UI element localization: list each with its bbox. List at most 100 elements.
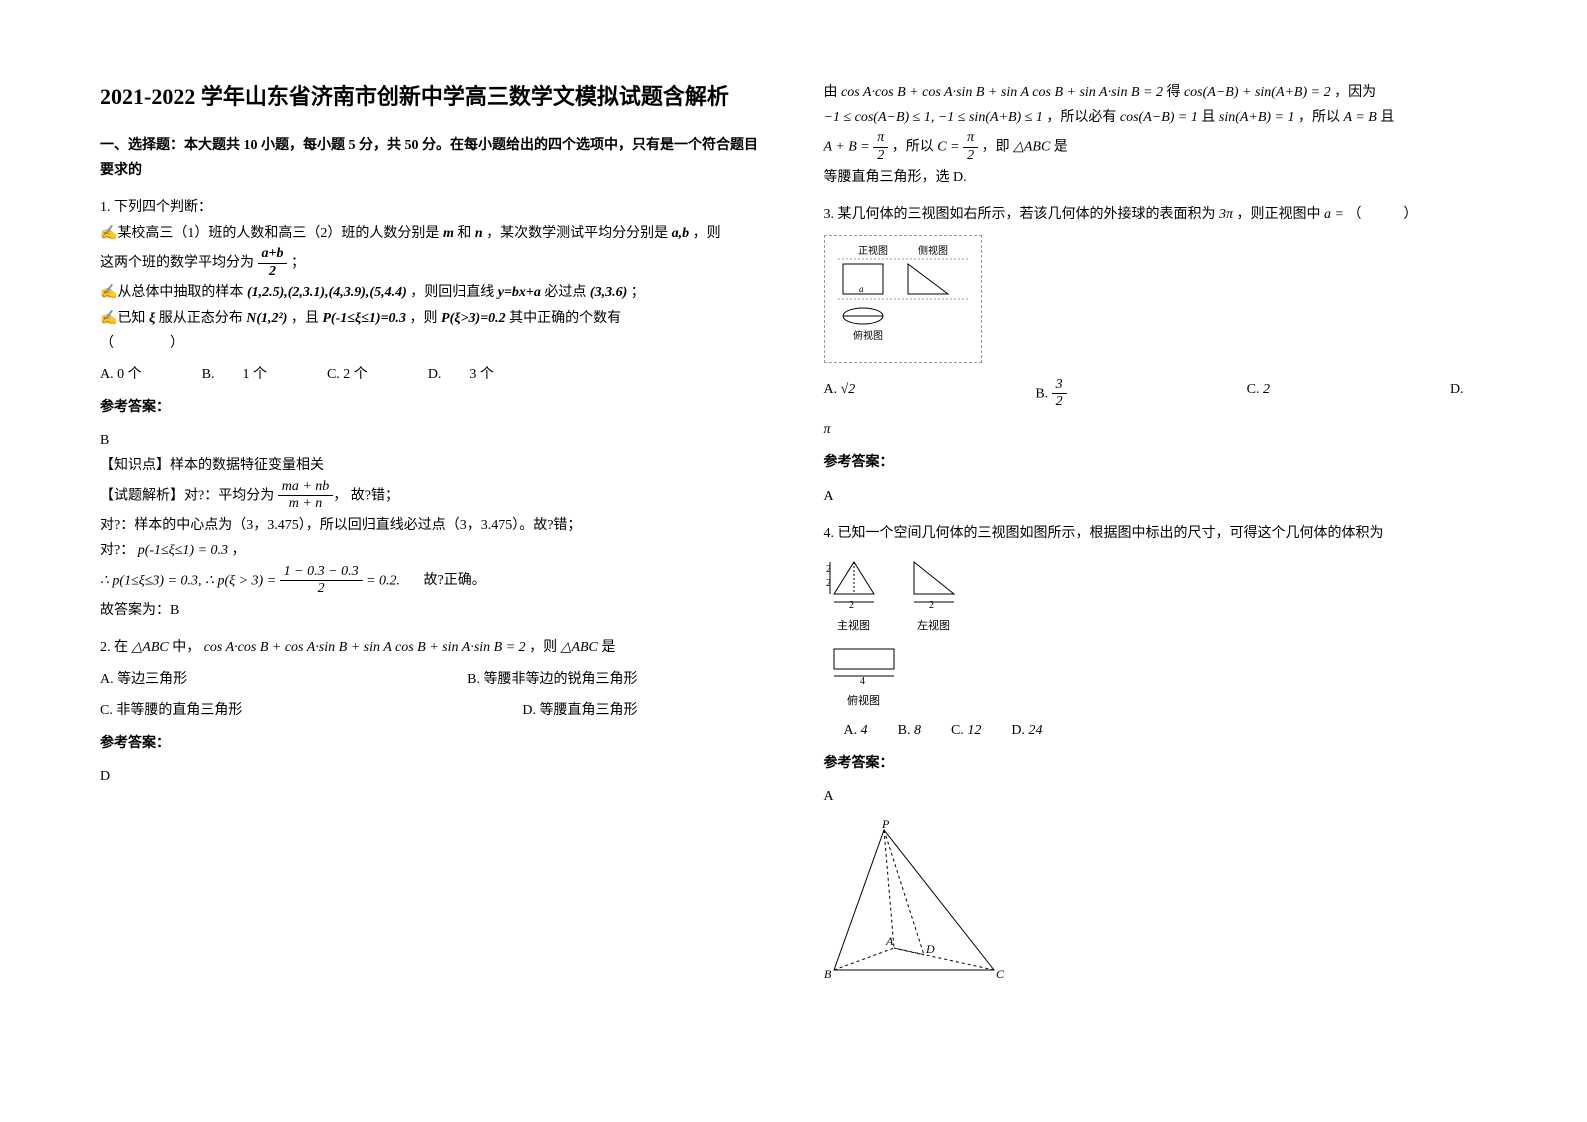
p1-wrong1: 故?错；: [351, 488, 399, 503]
p1-N: N(1,2²): [246, 311, 287, 326]
p2-choice-a: A. 等边三角形: [100, 667, 187, 692]
p3-answer-label: 参考答案：: [824, 450, 1488, 475]
p4-answer-label: 参考答案：: [824, 751, 1488, 776]
right-column: 由 cos A·cos B + cos A·sin B + sin A cos …: [824, 80, 1488, 1042]
p1-ab: a,b: [672, 226, 690, 241]
p1-sep: ，某次数学测试平均分分别是: [486, 226, 668, 241]
p1-l3-mid2: 必过点: [544, 285, 586, 300]
p1-aline3-pre: 对?：: [100, 543, 134, 558]
p3-choice-c: C. 2: [1247, 377, 1270, 412]
p1-paren: （ ）: [100, 331, 764, 356]
p3-choice-b: B. 3 2: [1035, 377, 1066, 412]
p2-choice-d: D. 等腰直角三角形: [522, 698, 637, 723]
svg-text:D: D: [925, 942, 935, 956]
p3-views-svg: 正视图 侧视图 a 俯视图: [833, 244, 973, 344]
p2-choice-b: B. 等腰非等边的锐角三角形: [467, 667, 637, 692]
p1-aline4-pre: ∴ p(1≤ξ≤3) = 0.3, ∴ p(ξ > 3) =: [100, 573, 280, 588]
p1-afrac: ma + nb m + n: [278, 479, 334, 514]
title: 2021-2022 学年山东省济南市创新中学高三数学文模拟试题含解析: [100, 80, 764, 113]
p4-side-view: 2 左视图: [904, 554, 964, 637]
p2-cont-line2: −1 ≤ cos(A−B) ≤ 1, −1 ≤ sin(A+B) ≤ 1 ，所以…: [824, 105, 1488, 130]
p1-n: n: [475, 226, 483, 241]
p4-top-view: 4 俯视图: [824, 644, 904, 712]
p4-number: 4.: [824, 526, 835, 541]
p1-afrac2: 1 − 0.3 − 0.3 2: [280, 564, 363, 599]
p1-points: (1,2.5),(2,3.1),(4,3.9),(5,4.4): [247, 285, 407, 300]
p2-number: 2.: [100, 640, 111, 655]
p1-number: 1.: [100, 200, 111, 215]
p1-l4-mid2: ，且: [291, 311, 319, 326]
p2-choice-c: C. 非等腰的直角三角形: [100, 698, 242, 723]
p1-pt: (3,3.6): [590, 285, 627, 300]
p1-and: 和: [457, 226, 471, 241]
p1-m: m: [443, 226, 454, 241]
p1-l3-mid: ，则回归直线: [410, 285, 494, 300]
section-heading: 一、选择题：本大题共 10 小题，每小题 5 分，共 50 分。在每小题给出的四…: [100, 133, 764, 183]
p4-answer: A: [824, 784, 1488, 809]
problem-4: 4. 已知一个空间几何体的三视图如图所示，根据图中标出的尺寸，可得这个几何体的体…: [824, 521, 1488, 989]
p3-choice-d: D.: [1450, 377, 1464, 412]
p1-ap: p(-1≤ξ≤1) = 0.3: [138, 543, 228, 558]
p1-frac1: a+b 2: [258, 246, 288, 281]
p1-choice-a: A. 0 个: [100, 362, 142, 387]
p3-number: 3.: [824, 207, 835, 222]
svg-text:C: C: [996, 967, 1005, 980]
p3-diagram: 正视图 侧视图 a 俯视图: [824, 235, 982, 362]
p1-eq: y=bx+a: [498, 285, 541, 300]
p1-p2: P(ξ>3)=0.2: [441, 311, 506, 326]
svg-text:侧视图: 侧视图: [918, 244, 948, 257]
p1-correct: 故?正确。: [424, 573, 486, 588]
p1-answer: B: [100, 428, 764, 453]
p2-cont-line4: 等腰直角三角形，选 D.: [824, 165, 1488, 190]
p1-choice-d: D. 3 个: [428, 362, 494, 387]
left-column: 2021-2022 学年山东省济南市创新中学高三数学文模拟试题含解析 一、选择题…: [100, 80, 764, 1042]
p2-answer-label: 参考答案：: [100, 731, 764, 756]
p1-stem: 下列四个判断：: [114, 200, 212, 215]
problem-3: 3. 某几何体的三视图如右所示，若该几何体的外接球的表面积为 3π ，则正视图中…: [824, 202, 1488, 509]
p2-cont-line3: A + B = π 2 ，所以 C = π 2 ，即 △ABC 是: [824, 130, 1488, 165]
p4-front-view: 2 2 2 主视图: [824, 554, 884, 637]
p1-answer-label: 参考答案：: [100, 395, 764, 420]
svg-text:俯视图: 俯视图: [853, 329, 883, 342]
p2-cont-line1: 由 cos A·cos B + cos A·sin B + sin A cos …: [824, 80, 1488, 105]
p1-l1-end: ，则: [693, 226, 721, 241]
svg-text:4: 4: [860, 676, 865, 684]
p1-l4-mid1: 服从正态分布: [159, 311, 243, 326]
p2-choices-row1: A. 等边三角形 B. 等腰非等边的锐角三角形: [100, 667, 764, 692]
p2-choices-row2: C. 非等腰的直角三角形 D. 等腰直角三角形: [100, 698, 764, 723]
p1-analysis-label: 【试题解析】对?：平均分为: [100, 488, 274, 503]
svg-text:正视图: 正视图: [858, 244, 888, 257]
svg-text:2: 2: [849, 600, 854, 609]
svg-text:a: a: [859, 284, 864, 294]
p1-choices: A. 0 个 B. 1 个 C. 2 个 D. 3 个: [100, 362, 764, 387]
p1-l2-end: ；: [291, 255, 305, 270]
p1-final: 故答案为：B: [100, 598, 764, 623]
p1-aline2: 对?：样本的中心点为（3，3.475），所以回归直线必过点（3，3.475）。故…: [100, 513, 764, 538]
svg-text:B: B: [824, 967, 832, 980]
p1-knowledge: 【知识点】样本的数据特征变量相关: [100, 453, 764, 478]
p1-l4-end: 其中正确的个数有: [509, 311, 621, 326]
p1-l4-pre: 已知: [117, 311, 145, 326]
p1-xi: ξ: [149, 311, 155, 326]
problem-2: 2. 在 △ABC 中， cos A·cos B + cos A·sin B +…: [100, 635, 764, 789]
p1-l3-pre: 从总体中抽取的样本: [117, 285, 243, 300]
p4-stem: 已知一个空间几何体的三视图如图所示，根据图中标出的尺寸，可得这个几何体的体积为: [838, 526, 1384, 541]
problem-1: 1. 下列四个判断： ✍某校高三（1）班的人数和高三（2）班的人数分别是 m 和…: [100, 195, 764, 623]
p1-l1-pre: 某校高三（1）班的人数和高三（2）班的人数分别是: [117, 226, 439, 241]
p1-choice-c: C. 2 个: [327, 362, 368, 387]
p3-answer: A: [824, 484, 1488, 509]
p1-choice-b: B. 1 个: [202, 362, 267, 387]
p1-l2-pre: 这两个班的数学平均分为: [100, 255, 254, 270]
svg-text:A: A: [885, 934, 894, 948]
p4-choices: A. 4 B. 8 C. 12 D. 24: [844, 718, 1488, 743]
p3-pi: π: [824, 417, 1488, 442]
svg-text:P: P: [881, 820, 890, 831]
p4-views: 2 2 2 主视图 2 左视图: [824, 554, 1488, 637]
svg-text:2: 2: [929, 600, 934, 609]
p1-l4-mid3: ，则: [410, 311, 438, 326]
p4-tetrahedron-svg: P A B C D: [824, 820, 1024, 980]
p1-p1: P(-1≤ξ≤1)=0.3: [322, 311, 406, 326]
p3-choice-a: A. √2: [824, 377, 856, 412]
p3-choices: A. √2 B. 3 2 C. 2 D.: [824, 377, 1488, 412]
p1-l3-end: ；: [631, 285, 645, 300]
